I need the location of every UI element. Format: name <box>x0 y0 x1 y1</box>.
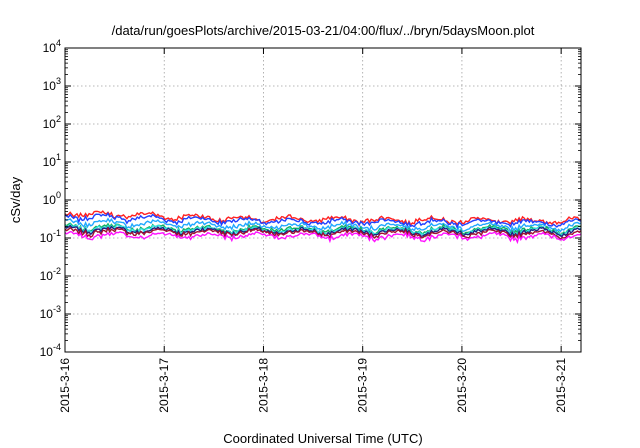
y-tick-label: 10-3 <box>40 304 61 321</box>
x-tick-label: 2015-3-18 <box>256 358 270 413</box>
y-tick-exponent: 0 <box>56 190 61 200</box>
y-tick-label: 101 <box>43 152 61 169</box>
y-tick-base: 10 <box>40 231 54 245</box>
x-tick-label: 2015-3-17 <box>157 358 171 413</box>
x-axis: 2015-3-16 2015-3-17 2015-3-18 2015-3-19 2015… <box>58 48 568 413</box>
y-tick-label: 104 <box>43 38 61 55</box>
x-tick-label: 2015-3-16 <box>58 358 72 413</box>
y-tick-label: 10-2 <box>40 266 61 283</box>
y-tick-label: 10-4 <box>40 342 61 359</box>
y-tick-exponent: 4 <box>56 38 61 48</box>
y-tick-label: 102 <box>43 114 61 131</box>
y-tick-exponent: 3 <box>56 76 61 86</box>
y-tick-base: 10 <box>43 155 57 169</box>
y-tick-base: 10 <box>43 193 57 207</box>
x-tick-label: 2015-3-20 <box>455 358 469 413</box>
y-tick-label: 10-1 <box>40 228 61 245</box>
y-tick-base: 10 <box>40 345 54 359</box>
y-tick-exponent: -2 <box>53 266 61 276</box>
y-tick-exponent: -4 <box>53 342 61 352</box>
x-tick-label: 2015-3-19 <box>356 358 370 413</box>
series-line-magenta <box>64 230 582 245</box>
y-tick-exponent: -1 <box>53 228 61 238</box>
series-line-blue <box>64 211 582 230</box>
y-tick-base: 10 <box>43 41 57 55</box>
grid <box>64 47 581 353</box>
y-tick-label: 100 <box>43 190 61 207</box>
y-tick-exponent: -3 <box>53 304 61 314</box>
series-line-sky <box>64 217 582 234</box>
y-tick-exponent: 2 <box>56 114 61 124</box>
y-tick-base: 10 <box>43 79 57 93</box>
chart-title: /data/run/goesPlots/archive/2015-03-21/0… <box>112 23 535 38</box>
y-tick-base: 10 <box>40 269 54 283</box>
series-line-maroon <box>64 226 582 241</box>
y-tick-base: 10 <box>40 307 54 321</box>
x-tick-label: 2015-3-21 <box>554 358 568 413</box>
y-tick-label: 103 <box>43 76 61 93</box>
x-axis-label: Coordinated Universal Time (UTC) <box>223 431 422 446</box>
series-group <box>64 210 582 245</box>
y-tick-exponent: 1 <box>56 152 61 162</box>
y-tick-base: 10 <box>43 117 57 131</box>
y-axis-label: cSv/day <box>8 176 23 223</box>
